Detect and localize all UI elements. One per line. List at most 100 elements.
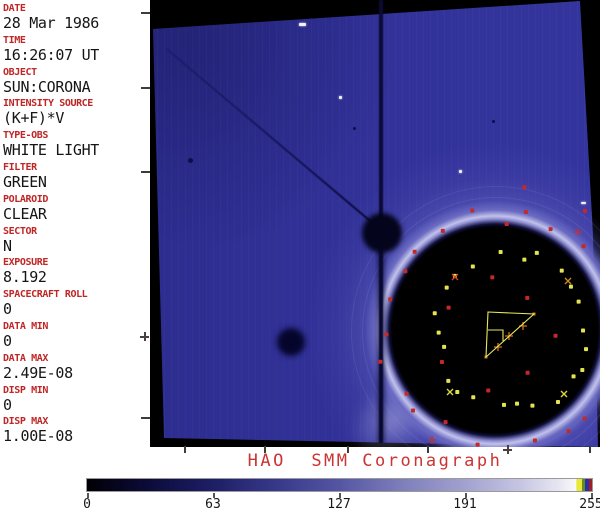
dust-speck [188, 158, 193, 163]
fiducial-tick [347, 446, 349, 453]
x-marker [560, 390, 568, 398]
yellow-marker-ring-dot [471, 395, 476, 400]
x-marker [564, 277, 572, 285]
field-value: 2.49E-08 [3, 363, 73, 382]
field-value: 28 Mar 1986 [3, 14, 100, 32]
red-marker-ring-dot [443, 420, 448, 425]
yellow-marker-ring-dot [522, 257, 527, 262]
red-marker-ring-dot [412, 249, 417, 254]
red-marker-ring-dot [411, 408, 416, 413]
image-title: HAO SMM Coronagraph [247, 451, 503, 471]
red-marker-ring-dot [566, 429, 571, 434]
metadata-row: DATE 28 Mar 1986 [0, 3, 150, 35]
metadata-row: INTENSITY SOURCE (K+F)*V [0, 98, 150, 130]
field-value: 0 [3, 331, 12, 350]
field-label: POLAROID [3, 193, 48, 205]
field-label: FILTER [3, 161, 37, 173]
red-inner-scatter-dot [553, 333, 558, 338]
field-label: DATA MIN [3, 320, 48, 332]
yellow-marker-ring-dot [446, 378, 451, 383]
red-inner-scatter-dot [446, 305, 451, 310]
fiducial-tick [141, 87, 150, 89]
fiducial-tick [427, 446, 429, 453]
field-label: OBJECT [3, 66, 37, 78]
metadata-row: EXPOSURE 8.192 [0, 257, 150, 289]
plus-marker [494, 343, 502, 351]
yellow-marker-ring-dot [559, 268, 564, 273]
yellow-marker-ring-dot [580, 368, 585, 373]
metadata-row: DATA MAX 2.49E-08 [0, 353, 150, 385]
colorbar-tick [87, 493, 89, 498]
yellow-marker-ring-dot [581, 328, 586, 333]
yellow-marker-ring-dot [444, 285, 449, 290]
yellow-marker-ring-dot [576, 299, 581, 304]
fiducial-tick [264, 446, 266, 453]
red-marker-ring-dot [440, 228, 445, 233]
colorbar-tick [339, 493, 341, 498]
pylon-shadow [377, 250, 385, 443]
red-marker-ring-dot [404, 391, 409, 396]
pylon-knob [362, 213, 402, 253]
star-speck [581, 202, 586, 204]
field-value: GREEN [3, 172, 47, 191]
dust-speck [353, 127, 356, 130]
red-outer-arc-dot [582, 208, 587, 213]
region-outline-polygon [485, 311, 536, 359]
red-inner-scatter-dot [439, 360, 444, 365]
red-inner-scatter-dot [525, 295, 530, 300]
yellow-marker-ring-dot [498, 250, 503, 255]
annotation-overlay [378, 185, 589, 447]
metadata-row: TYPE-OBS WHITE LIGHT [0, 130, 150, 162]
red-marker-ring-dot [384, 332, 389, 337]
red-marker-ring-dot [378, 359, 383, 364]
field-value: N [3, 236, 12, 255]
star-speck [299, 23, 306, 26]
star-speck [339, 96, 342, 99]
colorbar-tick-label: 127 [327, 497, 351, 512]
yellow-marker-ring-dot [534, 250, 539, 255]
intensity-colorbar [86, 478, 593, 492]
star-speck [459, 170, 462, 173]
field-label: DATA MAX [3, 352, 48, 364]
red-inner-scatter-dot [486, 388, 491, 393]
field-value: 16:26:07 UT [3, 45, 100, 64]
yellow-marker-ring-dot [455, 390, 460, 395]
yellow-marker-ring-dot [515, 401, 520, 406]
red-marker-ring-dot [470, 208, 475, 213]
fiducial-cross [503, 445, 512, 454]
red-inner-scatter-dot [525, 370, 530, 375]
yellow-marker-ring-dot [442, 344, 447, 349]
field-label: EXPOSURE [3, 257, 48, 269]
field-value: 0 [3, 300, 12, 319]
coronagraph-image [150, 0, 600, 447]
colorbar-tick-label: 63 [205, 497, 221, 512]
dust-speck [492, 120, 495, 123]
field-label: INTENSITY SOURCE [3, 98, 93, 110]
colorbar-tick-label: 0 [83, 497, 91, 512]
field-label: DISP MIN [3, 384, 48, 396]
field-label: SPACECRAFT ROLL [3, 289, 88, 301]
metadata-row: DISP MAX 1.00E-08 [0, 416, 150, 448]
red-marker-ring-dot [475, 442, 480, 447]
fiducial-tick [141, 12, 150, 14]
red-outer-arc-dot [522, 185, 527, 190]
metadata-row: FILTER GREEN [0, 162, 150, 194]
red-marker-ring-dot [532, 438, 537, 443]
fiducial-tick [141, 171, 150, 173]
x-marker [451, 273, 459, 281]
metadata-row: OBJECT SUN:CORONA [0, 67, 150, 99]
field-value: WHITE LIGHT [3, 141, 100, 160]
region-outline-step [488, 329, 504, 341]
colorbar-tick-label: 255 [579, 497, 600, 512]
plus-marker [428, 436, 436, 444]
metadata-row: DATA MIN 0 [0, 321, 150, 353]
metadata-row: POLAROID CLEAR [0, 194, 150, 226]
metadata-sidebar: DATE 28 Mar 1986 TIME 16:26:07 UT OBJECT SUN:… [0, 0, 150, 447]
x-marker [446, 388, 454, 396]
red-marker-ring-dot [504, 222, 509, 227]
lens-artifact-spot [277, 328, 305, 356]
field-value: 1.00E-08 [3, 427, 73, 446]
colorbar-tick [591, 493, 593, 498]
yellow-marker-ring-dot [436, 330, 441, 335]
red-marker-ring-dot [548, 227, 553, 232]
